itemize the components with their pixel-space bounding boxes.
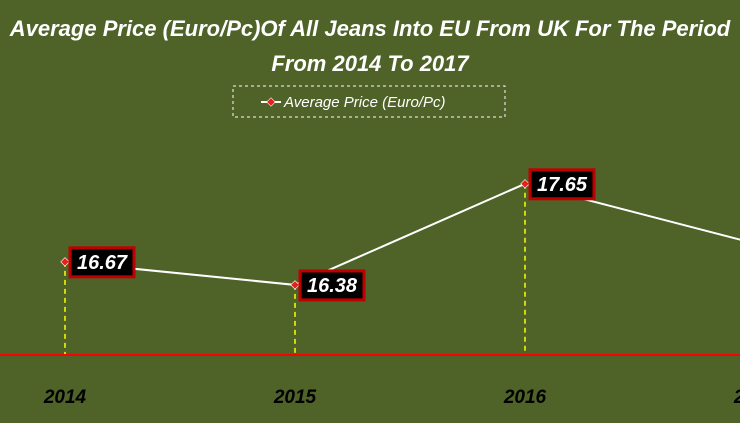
legend-marker-swatch	[266, 97, 276, 107]
data-point-2015	[290, 280, 300, 290]
data-point-2016	[520, 179, 530, 189]
data-label-2015: 16.38	[298, 269, 366, 302]
data-label-2014: 16.67	[68, 246, 136, 279]
legend-label: Average Price (Euro/Pc)	[283, 94, 445, 111]
data-label-2016: 17.65	[528, 168, 596, 201]
data-labels: 16.67 16.38 17.65	[68, 168, 596, 302]
data-label-value: 17.65	[537, 174, 588, 196]
data-label-value: 16.67	[77, 252, 128, 274]
legend: Average Price (Euro/Pc)	[232, 85, 506, 118]
data-label-value: 16.38	[307, 275, 358, 297]
chart-subtitle: From 2014 To 2017	[271, 51, 470, 76]
x-axis-tick-labels: 2014 2015 2016 2017	[43, 387, 740, 408]
chart-title: Average Price (Euro/Pc)Of All Jeans Into…	[9, 16, 731, 41]
data-label-box	[68, 246, 136, 279]
legend-box	[232, 85, 506, 118]
data-markers	[60, 179, 530, 290]
series-line-average-price	[64, 182, 740, 286]
data-label-box	[528, 168, 596, 201]
drop-lines	[64, 183, 526, 355]
data-label-box	[298, 269, 366, 302]
x-tick-2016: 2016	[503, 387, 547, 408]
x-tick-2015: 2015	[273, 387, 317, 408]
x-tick-2017: 2017	[733, 387, 740, 408]
data-point-2014	[60, 257, 70, 267]
x-tick-2014: 2014	[43, 387, 87, 408]
